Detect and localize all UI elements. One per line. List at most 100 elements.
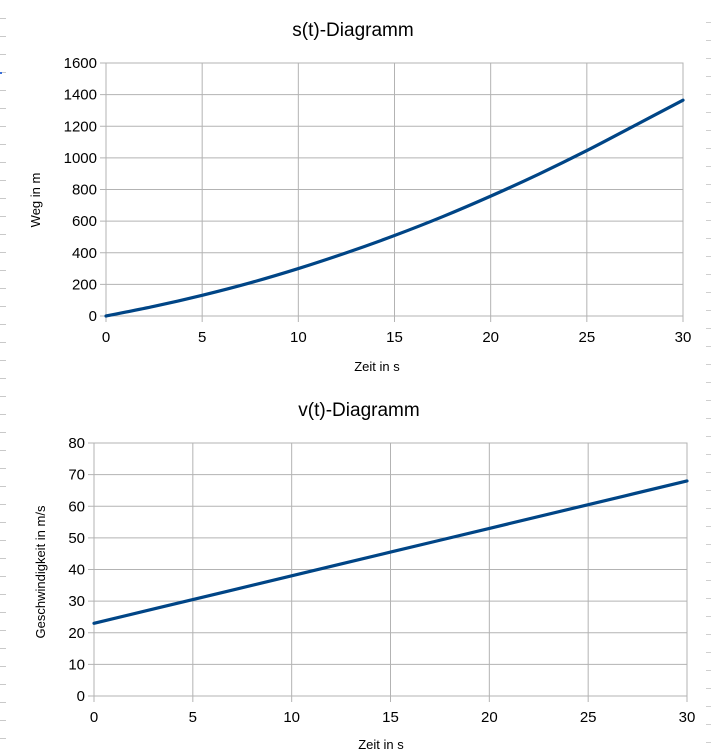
x-tick-label: 0 <box>90 709 98 726</box>
edge-tick <box>706 580 711 581</box>
edge-tick <box>706 76 711 77</box>
edge-tick <box>706 508 711 509</box>
edge-tick <box>706 526 711 527</box>
edge-tick <box>706 724 711 725</box>
chart-title: v(t)-Diagramm <box>298 400 419 421</box>
x-tick-label: 25 <box>580 709 597 726</box>
edge-marker <box>0 72 2 74</box>
edge-tick <box>0 108 6 109</box>
s-t-chart: s(t)-Diagramm 02004006008001000120014001… <box>28 20 691 374</box>
edge-tick <box>706 94 711 95</box>
edge-tick <box>0 180 6 181</box>
y-tick-label: 0 <box>89 308 97 325</box>
edge-tick <box>0 54 6 55</box>
y-tick-label: 1600 <box>64 55 97 72</box>
edge-tick <box>0 324 6 325</box>
y-tick-label: 200 <box>72 276 97 293</box>
edge-tick <box>0 162 6 163</box>
edge-tick <box>706 184 711 185</box>
edge-tick <box>706 328 711 329</box>
edge-tick <box>0 558 6 559</box>
edge-tick <box>706 670 711 671</box>
y-axis-label: Weg in m <box>28 173 43 228</box>
edge-tick <box>0 414 6 415</box>
edge-tick <box>706 292 711 293</box>
edge-tick <box>0 432 6 433</box>
edge-tick <box>706 706 711 707</box>
y-tick-label: 0 <box>77 688 85 705</box>
series-line <box>104 98 685 318</box>
edge-tick <box>706 742 711 743</box>
edge-tick <box>0 378 6 379</box>
edge-tick <box>0 738 6 739</box>
x-axis-label: Zeit in s <box>358 737 404 752</box>
left-edge-markers <box>0 0 8 753</box>
edge-tick <box>0 360 6 361</box>
edge-tick <box>0 72 6 73</box>
edge-tick <box>0 306 6 307</box>
y-tick-label: 400 <box>72 245 97 262</box>
edge-tick <box>706 616 711 617</box>
edge-tick <box>0 144 6 145</box>
edge-tick <box>706 130 711 131</box>
edge-tick <box>706 436 711 437</box>
x-tick-label: 10 <box>290 329 307 346</box>
edge-tick <box>0 504 6 505</box>
edge-tick <box>0 684 6 685</box>
edge-tick <box>706 454 711 455</box>
edge-tick <box>0 630 6 631</box>
edge-tick <box>0 486 6 487</box>
y-tick-label: 20 <box>68 625 85 642</box>
y-tick-label: 50 <box>68 530 85 547</box>
x-axis-label: Zeit in s <box>354 359 400 374</box>
x-tick-label: 5 <box>198 329 206 346</box>
edge-tick <box>706 202 711 203</box>
edge-tick <box>0 198 6 199</box>
y-tick-label: 30 <box>68 593 85 610</box>
edge-tick <box>706 490 711 491</box>
x-tick-label: 0 <box>102 329 110 346</box>
edge-tick <box>706 58 711 59</box>
edge-tick <box>706 634 711 635</box>
edge-tick <box>0 666 6 667</box>
edge-tick <box>706 472 711 473</box>
y-tick-label: 10 <box>68 656 85 673</box>
edge-tick <box>0 288 6 289</box>
edge-tick <box>706 598 711 599</box>
edge-tick <box>0 90 6 91</box>
y-tick-label: 1400 <box>64 87 97 104</box>
edge-tick <box>0 594 6 595</box>
edge-tick <box>0 396 6 397</box>
series-line <box>92 479 689 625</box>
edge-tick <box>0 270 6 271</box>
y-tick-label: 40 <box>68 562 85 579</box>
y-tick-label: 70 <box>68 467 85 484</box>
y-tick-label: 60 <box>68 498 85 515</box>
edge-tick <box>0 18 6 19</box>
edge-tick <box>0 234 6 235</box>
plot-area <box>93 442 688 697</box>
edge-tick <box>0 36 6 37</box>
edge-tick <box>706 652 711 653</box>
edge-tick <box>0 450 6 451</box>
x-tick-label: 10 <box>283 709 300 726</box>
edge-tick <box>0 540 6 541</box>
edge-tick <box>706 238 711 239</box>
edge-tick <box>706 40 711 41</box>
edge-tick <box>706 400 711 401</box>
edge-tick <box>706 256 711 257</box>
right-edge-markers <box>705 0 711 753</box>
edge-tick <box>0 252 6 253</box>
edge-tick <box>0 216 6 217</box>
edge-tick <box>706 346 711 347</box>
v-t-chart: v(t)-Diagramm 0 10 20 30 40 50 60 70 80 0 5 10 15 20 2… <box>33 400 695 752</box>
edge-tick <box>706 310 711 311</box>
y-tick-label: 800 <box>72 182 97 199</box>
edge-tick <box>0 648 6 649</box>
edge-tick <box>0 720 6 721</box>
edge-tick <box>706 382 711 383</box>
edge-tick <box>0 342 6 343</box>
x-tick-label: 20 <box>482 329 499 346</box>
edge-tick <box>706 22 711 23</box>
edge-tick <box>706 148 711 149</box>
